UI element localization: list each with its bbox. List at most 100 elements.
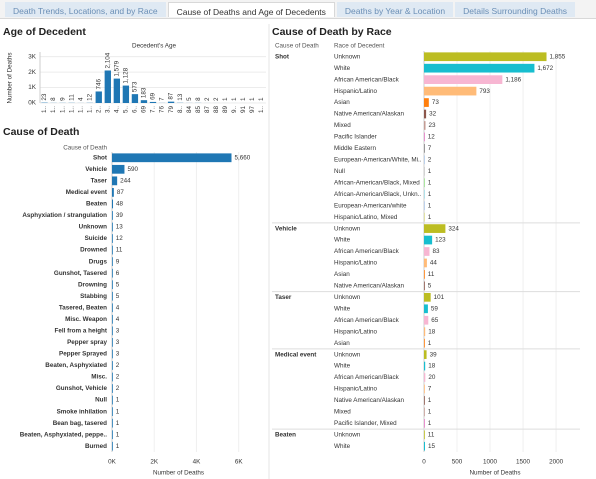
tab[interactable]: Details Surrounding Deaths: [455, 2, 576, 17]
bar: [424, 338, 425, 348]
value-label: 69: [150, 92, 157, 100]
value-label: 183: [141, 87, 148, 98]
category-label: Unknown: [334, 53, 361, 60]
value-label: 573: [132, 81, 139, 92]
x-tick-label: 1..: [258, 106, 265, 113]
chart-subtitle: Decedent's Age: [132, 43, 176, 50]
bar: [112, 188, 114, 197]
value-label: 590: [127, 166, 138, 173]
bar: [112, 291, 113, 301]
category-label: Native American/Alaskan: [334, 111, 404, 118]
x-tick-label: 0: [422, 459, 426, 466]
x-tick-label: 1..: [86, 106, 93, 113]
x-tick-label: 0K: [108, 459, 117, 466]
value-label: 48: [116, 201, 124, 208]
bar: [112, 176, 118, 186]
bar: [112, 153, 232, 163]
bar: [424, 166, 425, 176]
value-label: 2: [204, 97, 211, 101]
category-label: Shot: [93, 154, 108, 161]
value-label: 4: [116, 304, 120, 311]
bar: [424, 98, 429, 107]
value-label: 2,104: [104, 52, 111, 68]
tab[interactable]: Deaths by Year & Location: [336, 2, 454, 17]
value-label: 1: [116, 408, 120, 415]
bar: [424, 384, 425, 394]
bar: [424, 63, 535, 73]
bar: [112, 430, 113, 440]
x-tick-label: 1500: [516, 459, 531, 466]
value-label: 11: [68, 94, 75, 101]
value-label: 3: [116, 351, 120, 358]
value-label: 20: [428, 374, 436, 381]
x-tick-label: 500: [452, 459, 463, 466]
column-header: Cause of Death: [275, 43, 319, 50]
category-label: Medical event: [66, 189, 108, 196]
value-label: 9: [59, 97, 66, 101]
x-tick-label: 4..: [114, 106, 121, 113]
bar: [424, 441, 425, 451]
bar: [112, 314, 113, 324]
x-tick-label: 84: [186, 106, 193, 114]
category-label: Hispanic/Latino, Mixed: [334, 214, 398, 221]
bar: [149, 101, 157, 103]
value-label: 7: [428, 386, 432, 393]
bar: [424, 224, 446, 233]
category-label: White: [334, 65, 351, 72]
bar: [95, 91, 102, 103]
value-label: 5: [116, 293, 120, 300]
value-label: 11: [428, 431, 435, 438]
bar: [424, 315, 429, 325]
category-label: Stabbing: [80, 293, 107, 300]
bar: [112, 372, 113, 382]
bar: [424, 281, 425, 291]
value-label: 1: [428, 397, 432, 404]
value-label: 1: [428, 202, 432, 209]
category-label: Beaten, Asphyxiated, peppe..: [20, 431, 107, 438]
x-tick-label: 5..: [123, 106, 130, 113]
bar: [424, 327, 426, 337]
value-label: 44: [430, 260, 438, 267]
bar: [424, 201, 425, 211]
y-tick-label: 2K: [28, 69, 37, 76]
x-tick-label: 2000: [549, 459, 564, 466]
bar: [424, 419, 425, 428]
x-tick-label: 97: [249, 106, 256, 114]
column-header: Cause of Death: [63, 145, 107, 152]
value-label: 2: [428, 157, 432, 164]
value-label: 1: [428, 214, 432, 221]
bar: [424, 155, 425, 165]
value-label: 1: [428, 420, 432, 427]
x-tick-label: 3..: [104, 106, 111, 113]
bar: [112, 441, 113, 451]
bar: [112, 384, 113, 393]
x-tick-label: 2..: [95, 106, 102, 113]
bar: [112, 211, 113, 220]
value-label: 746: [95, 78, 102, 89]
value-label: 1: [428, 191, 432, 198]
bar: [424, 350, 427, 359]
category-label: Bean bag, tasered: [53, 420, 107, 427]
tab[interactable]: Cause of Deaths and Age of Decedents: [167, 2, 335, 17]
category-label: White: [334, 443, 351, 450]
value-label: 12: [116, 235, 124, 242]
bar: [424, 361, 426, 371]
x-tick-label: 4K: [193, 459, 202, 466]
category-label: Unknown: [79, 224, 107, 231]
category-label: Hispanic/Latino: [334, 328, 378, 335]
value-label: 1: [231, 97, 238, 101]
category-label: African American/Black: [334, 248, 400, 255]
x-tick-label: 6..: [132, 106, 139, 113]
category-label: European-American/white: [334, 202, 407, 209]
x-tick-label: 9..: [231, 106, 238, 113]
tab[interactable]: Death Trends, Locations, and by Race: [5, 2, 166, 17]
bar: [424, 189, 425, 199]
category-label: Mixed: [334, 409, 351, 416]
category-label: Gunshot, Tasered: [54, 270, 107, 277]
value-label: 87: [168, 92, 175, 100]
category-label: Tasered, Beaten: [59, 304, 107, 311]
value-label: 1: [116, 443, 120, 450]
category-label: Pepper Sprayed: [59, 351, 107, 358]
value-label: 4: [77, 97, 84, 101]
